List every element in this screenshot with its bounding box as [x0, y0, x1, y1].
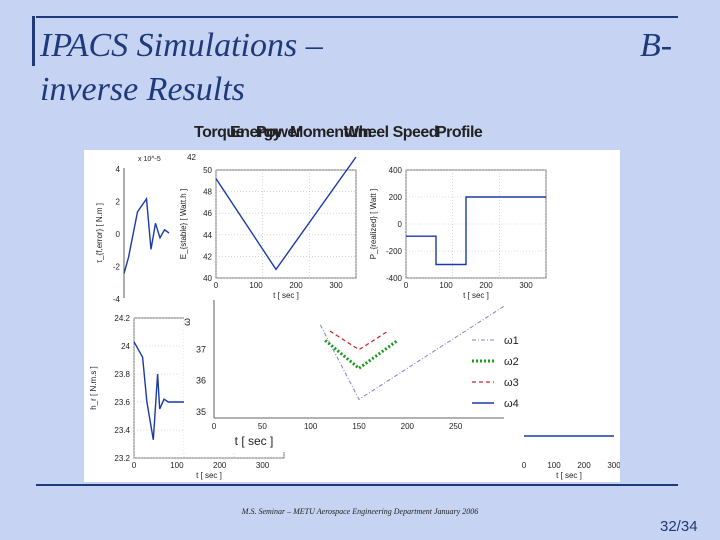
- wheelspeed-xtick: 0: [212, 422, 217, 431]
- caption-energy: Energy: [230, 124, 282, 141]
- energy-xtick: 100: [249, 281, 263, 290]
- momentum-ytick: 23.2: [114, 454, 130, 463]
- right-panel-xtick: 300: [607, 461, 620, 470]
- energy-ytick: 44: [203, 231, 212, 240]
- power-xtick: 100: [439, 281, 453, 290]
- power-ytick: 0: [398, 220, 403, 229]
- power-ytick: 200: [389, 193, 403, 202]
- torque-ytick: 2: [116, 198, 121, 207]
- wheelspeed-panel-bg: [184, 300, 554, 452]
- footer-rule: [36, 484, 678, 486]
- momentum-xtick: 100: [170, 461, 184, 470]
- power-ytick: -200: [386, 247, 403, 256]
- power-xtick: 200: [479, 281, 493, 290]
- simulation-plots-figure: 4 2 0 -2 -4 x 10^-5 τ_{f,error} [ N.m ] 50 48 46 4…: [84, 150, 621, 482]
- power-ylabel: P_{realized} [ Watt ]: [369, 189, 378, 259]
- right-panel-xtick: 0: [522, 461, 527, 470]
- momentum-ytick: 23.4: [114, 426, 130, 435]
- slide-title-line-1: IPACS Simulations –: [40, 27, 323, 64]
- right-panel-xtick: 100: [547, 461, 561, 470]
- energy-ylabel: E_{stable} [ Watt.h ]: [179, 189, 188, 259]
- torque-exponent: x 10^-5: [138, 156, 161, 163]
- title-rule-left: [32, 16, 35, 66]
- power-panel-bg: [374, 150, 564, 302]
- wheelspeed-line-ω3: [329, 330, 389, 351]
- energy-ytick: 40: [203, 274, 212, 283]
- title-rule-top: [36, 16, 678, 18]
- page-number: 32/34: [660, 518, 698, 535]
- torque-ylabel: τ_{f,error} [ N.m ]: [95, 203, 104, 263]
- plots-svg: 420-2-4x 10^-5τ_{f,error} [ N.m ]5048464…: [89, 150, 621, 480]
- momentum-xtick: 300: [256, 461, 270, 470]
- energy-xtick: 300: [329, 281, 343, 290]
- wheelspeed-xtick: 200: [401, 422, 415, 431]
- wheelspeed-ytick: 36: [196, 376, 206, 386]
- legend-label-ω4: ω4: [504, 398, 519, 410]
- legend-label-ω3: ω3: [504, 377, 519, 389]
- caption-profile: Profile: [436, 124, 483, 141]
- power-xtick: 300: [519, 281, 533, 290]
- caption-wheel-speed: Wheel Speed: [344, 124, 439, 141]
- torque-ytick: -4: [113, 295, 121, 304]
- energy-ytick: 42: [203, 252, 212, 261]
- momentum-ylabel: h_r [ N.m.s ]: [89, 366, 98, 410]
- momentum-xtick: 200: [213, 461, 227, 470]
- wheelspeed-xlabel: t [ sec ]: [235, 434, 274, 448]
- caption-power: Power: [256, 124, 302, 141]
- momentum-xlabel: t [ sec ]: [196, 471, 222, 480]
- right-panel-xtick: 200: [577, 461, 591, 470]
- energy-ytick: 46: [203, 209, 212, 218]
- legend-label-ω1: ω1: [504, 335, 519, 347]
- slide-title-suffix: B-: [640, 27, 673, 64]
- energy-xtick: 200: [289, 281, 303, 290]
- energy-xlabel: t [ sec ]: [273, 291, 299, 300]
- energy-ytick: 48: [203, 188, 212, 197]
- power-ytick: 400: [389, 166, 403, 175]
- wheelspeed-ytick: 35: [196, 407, 206, 417]
- wheelspeed-line-ω1: [319, 305, 505, 401]
- slide-title-line-2: inverse Results: [40, 71, 245, 108]
- caption-torque: Torque: [194, 124, 245, 141]
- wheelspeed-ytick: 37: [196, 345, 206, 355]
- energy-xtick: 0: [214, 281, 219, 290]
- momentum-line: [133, 341, 186, 440]
- momentum-xtick: 0: [132, 461, 137, 470]
- torque-error-line: [123, 196, 170, 274]
- right-panel-xlabel: t [ sec ]: [556, 471, 582, 480]
- torque-ytick: 4: [116, 165, 121, 174]
- caption-momentum: Momentum: [290, 124, 372, 141]
- momentum-ytick: 24: [121, 342, 130, 351]
- wheelspeed-xtick: 100: [304, 422, 318, 431]
- wheelspeed-xtick: 250: [449, 422, 463, 431]
- momentum-ytick: 24.2: [114, 314, 130, 323]
- torque-ytick: -2: [113, 263, 121, 272]
- power-line: [406, 196, 546, 266]
- energy-line: [215, 156, 357, 271]
- power-ytick: -400: [386, 274, 403, 283]
- torque-ytick: 0: [116, 230, 121, 239]
- wheelspeed-ylabel: ω: [182, 318, 193, 326]
- energy-ytick: 50: [203, 166, 212, 175]
- momentum-ytick: 23.8: [114, 370, 130, 379]
- footer-text: M.S. Seminar – METU Aerospace Engineerin…: [241, 507, 479, 516]
- wheelspeed-xtick: 50: [258, 422, 267, 431]
- wheelspeed-xtick: 150: [352, 422, 366, 431]
- power-xtick: 0: [404, 281, 409, 290]
- energy-panel-bg: [194, 150, 374, 302]
- power-xlabel: t [ sec ]: [463, 291, 489, 300]
- momentum-ytick: 23.6: [114, 398, 130, 407]
- energy-top-tick: 42: [187, 153, 196, 162]
- legend-label-ω2: ω2: [504, 356, 519, 368]
